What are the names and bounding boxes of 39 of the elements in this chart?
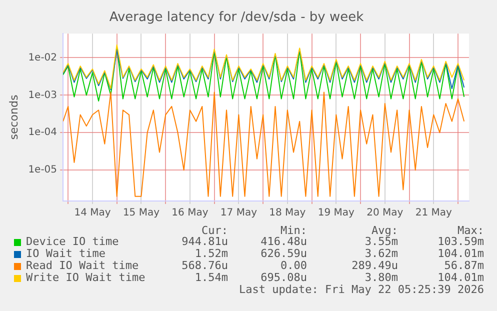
x-tick-label: 19 May [318, 208, 355, 219]
text: 3.55m [364, 235, 398, 248]
text: 695.08u [260, 271, 307, 284]
text: Avg: [372, 224, 398, 237]
text: 56.87m [444, 259, 484, 272]
text: 3.62m [364, 247, 398, 260]
text: 416.48u [260, 235, 307, 248]
text: 568.76u [182, 259, 228, 272]
y-axis-title: seconds [7, 94, 20, 140]
text: 103.59m [438, 235, 484, 248]
text: 1.54m [194, 271, 228, 284]
text: 1.52m [194, 247, 228, 260]
x-tick-label: 14 May [74, 208, 111, 219]
text: Last update: Fri May 22 05:25:39 2026 [238, 283, 484, 296]
text: Cur: [202, 224, 228, 237]
text: 104.01m [438, 271, 484, 284]
legend-label: IO Wait time [26, 247, 106, 260]
chart-title: Average latency for /dev/sda - by week [109, 10, 364, 26]
legend-label: Device IO time [26, 235, 119, 248]
text: 104.01m [438, 247, 484, 260]
text: Max: [458, 224, 484, 237]
y-tick-label: 1e-04 [28, 127, 58, 138]
text: 3.80m [364, 271, 398, 284]
x-tick-label: 15 May [122, 208, 160, 219]
legend-label: Read IO Wait time [26, 259, 139, 272]
x-tick-label: 21 May [415, 208, 452, 219]
x-tick-label: 16 May [172, 208, 208, 219]
y-tick-label: 1e-02 [28, 52, 58, 64]
text: 626.59u [260, 247, 307, 260]
text: Min: [280, 224, 307, 237]
text: 289.49u [352, 259, 398, 272]
x-tick-label: 17 May [220, 208, 258, 219]
y-tick-label: 1e-05 [28, 164, 58, 176]
text: 0.00 [280, 259, 307, 272]
text: 944.81u [182, 235, 228, 248]
legend-label: Write IO Wait time [26, 271, 146, 284]
x-tick-label: 20 May [366, 208, 404, 219]
x-tick-label: 18 May [269, 208, 306, 219]
y-tick-label: 1e-03 [28, 90, 58, 101]
